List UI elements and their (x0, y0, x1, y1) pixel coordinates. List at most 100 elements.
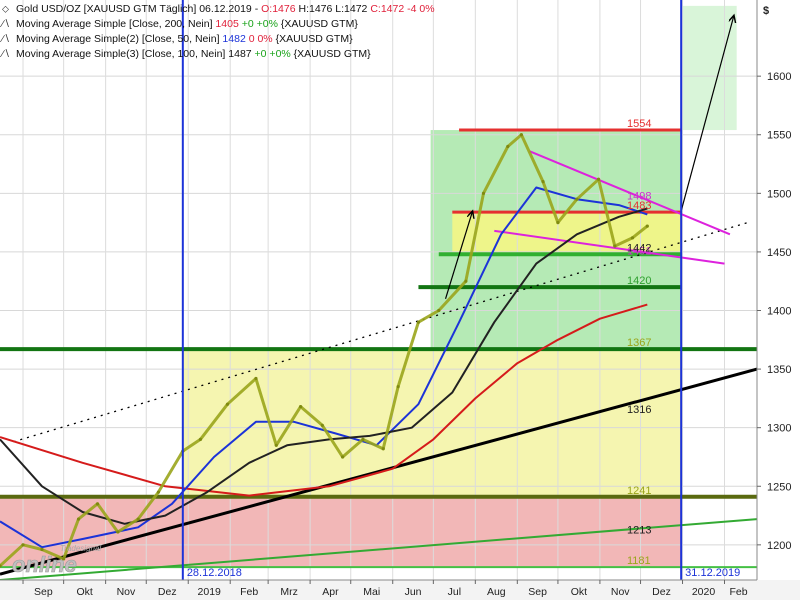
price-point (225, 402, 230, 406)
price-point (575, 197, 579, 201)
price-point (21, 543, 25, 547)
line-icon: ∕∖ (2, 19, 11, 30)
price-point (116, 530, 120, 534)
zone-3 (452, 212, 682, 255)
ma100-change: +0 +0% (254, 48, 291, 60)
x-tick-label: Feb (729, 586, 747, 598)
ma50-label: Moving Average Simple(2) [Close, 50, Nei… (16, 33, 220, 45)
x-tick-label: Nov (117, 586, 136, 598)
level-label-1442: 1442 (627, 242, 651, 254)
level-label-1498: 1498 (627, 191, 651, 203)
ma100-symbol: {XAUUSD GTM} (293, 48, 371, 60)
currency-label: $ (763, 5, 769, 17)
quote-low: L:1472 (335, 3, 368, 15)
trendline-channel-4 (494, 229, 725, 265)
price-point (437, 308, 441, 313)
price-point (481, 191, 486, 195)
y-tick-label: 1250 (767, 481, 791, 493)
interval-label: Täglich] (159, 3, 197, 15)
y-tick-label: 1450 (767, 247, 791, 259)
level-label-1241: 1241 (627, 485, 651, 497)
price-point (541, 180, 545, 184)
zone-0 (0, 496, 682, 568)
level-label-1483: 1483 (627, 200, 651, 212)
level-label-1554: 1554 (627, 118, 651, 130)
trendline-support-1 (0, 518, 758, 581)
y-tick-label: 1350 (767, 364, 791, 376)
chart-legend: ⬦ Gold USD/OZ [XAUUSD GTM Täglich] 06.12… (2, 2, 435, 62)
trendline-trend-2 (13, 222, 748, 443)
ma50-change: 0 0% (248, 33, 273, 45)
ma50-value: 1482 (222, 33, 246, 45)
ma100-label: Moving Average Simple(3) [Close, 100, Ne… (16, 48, 226, 60)
projection-arrow-0 (444, 211, 473, 299)
brand-logo-text: online (12, 552, 77, 577)
quote-close-change: C:1472 -4 0% (370, 3, 435, 15)
y-tick-label: 1400 (767, 306, 791, 318)
legend-item-ma50[interactable]: ∕∖ Moving Average Simple(2) [Close, 50, … (2, 32, 435, 47)
x-tick-label: 2019 (198, 586, 222, 598)
x-tick-label: Sep (528, 586, 547, 598)
price-point (416, 320, 421, 324)
level-label-1451: 1451 (627, 246, 651, 258)
x-tick-label: Apr (322, 586, 339, 598)
price-point (274, 443, 278, 447)
x-tick-label: Nov (611, 586, 630, 598)
x-axis-panel (0, 580, 800, 600)
projection-arrow-1 (680, 15, 734, 212)
zone-1 (182, 349, 682, 497)
price-point (381, 447, 385, 451)
price-point (464, 279, 468, 283)
price-point (156, 490, 161, 494)
price-point (556, 221, 560, 225)
ma200-change: +0 +0% (241, 18, 278, 30)
y-axis-panel (757, 0, 800, 600)
price-point (76, 517, 81, 521)
price-point (62, 557, 66, 561)
y-tick-label: 1550 (767, 130, 791, 142)
x-tick-label: 2020 (692, 586, 716, 598)
instrument-header: ⬦ Gold USD/OZ [XAUUSD GTM Täglich] 06.12… (2, 3, 435, 15)
date-marker-label-1: 31.12.2019 (685, 567, 740, 579)
price-point (299, 404, 303, 409)
x-tick-label: Dez (652, 586, 671, 598)
price-point (320, 423, 324, 427)
x-tick-label: Sep (34, 586, 53, 598)
ma200-symbol: {XAUUSD GTM} (280, 18, 358, 30)
level-label-1181: 1181 (627, 555, 651, 567)
legend-item-ma200[interactable]: ∕∖ Moving Average Simple [Close, 200, Ne… (2, 17, 435, 32)
y-tick-label: 1600 (767, 71, 791, 83)
price-point (396, 385, 400, 389)
price-point (198, 437, 203, 441)
price-point (40, 547, 44, 552)
x-tick-label: Okt (571, 586, 587, 598)
x-tick-label: Jul (448, 586, 461, 598)
price-point (0, 564, 2, 568)
price-point (254, 376, 258, 381)
date-marker-label-0: 28.12.2018 (187, 567, 242, 579)
trendline-channel-3 (529, 150, 731, 236)
x-tick-label: Mrz (280, 586, 298, 598)
ma200-value: 1405 (215, 18, 239, 30)
line-icon: ∕∖ (2, 49, 11, 60)
x-tick-label: Aug (487, 586, 506, 598)
price-point (596, 177, 601, 181)
legend-item-ma100[interactable]: ∕∖ Moving Average Simple(3) [Close, 100,… (2, 47, 435, 62)
quote-date: 06.12.2019 (199, 3, 252, 15)
ma50-symbol: {XAUUSD GTM} (275, 33, 353, 45)
x-tick-label: Jun (405, 586, 422, 598)
price-point (95, 502, 100, 506)
level-label-1316: 1316 (627, 404, 651, 416)
price-series-icon: ⬦ (2, 4, 9, 15)
price-point (613, 244, 617, 248)
x-tick-label: Feb (240, 586, 258, 598)
x-tick-label: Mai (363, 586, 380, 598)
quote-high: H:1476 (298, 3, 333, 15)
level-label-1420: 1420 (627, 275, 651, 287)
x-tick-label: Okt (76, 586, 92, 598)
price-point (361, 437, 365, 441)
price-point (519, 133, 523, 137)
